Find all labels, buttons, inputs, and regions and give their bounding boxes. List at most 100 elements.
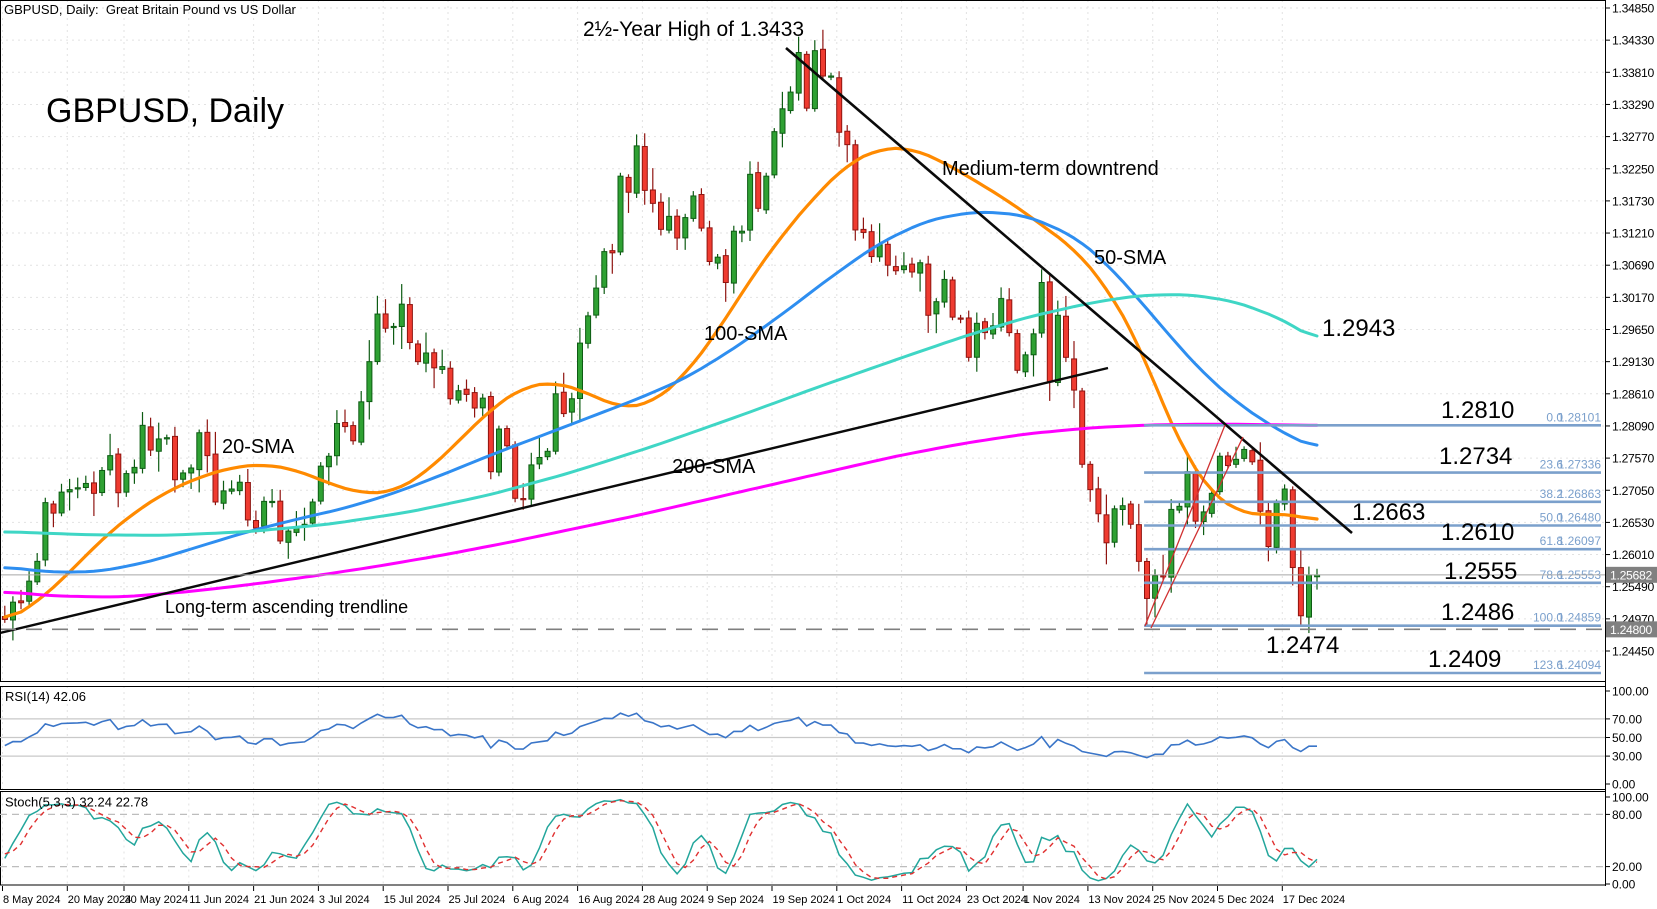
- fib-price-label: 1.24859: [1558, 611, 1602, 625]
- chart-title: GBPUSD, Daily: [46, 92, 285, 130]
- grid-lines: [0, 0, 1605, 885]
- dashed-level-label: 1.24800: [1610, 623, 1652, 637]
- stoch-axis-label: 0.00: [1612, 878, 1636, 892]
- fibonacci-retracement: 0.01.2810123.61.2733638.21.2686350.01.26…: [1144, 410, 1602, 675]
- fib-pct-label: 23.6: [1540, 458, 1564, 472]
- fib-guide-line: [1144, 424, 1226, 627]
- date-label: 19 Sep 2024: [773, 894, 835, 906]
- price-axis-label: 1.28090: [1612, 419, 1654, 433]
- annotation-label: 200-SMA: [672, 456, 756, 478]
- price-axis-label: 1.24450: [1612, 645, 1654, 659]
- price-axis-label: 1.31210: [1612, 227, 1654, 241]
- price-axis-label: 1.30690: [1612, 259, 1654, 273]
- fib-pct-label: 50.0: [1540, 510, 1564, 524]
- date-label: 28 Aug 2024: [643, 894, 705, 906]
- date-label: 6 Aug 2024: [513, 894, 569, 906]
- fib-price-label: 1.26480: [1558, 510, 1602, 524]
- key-price-label: 1.2409: [1428, 646, 1501, 673]
- key-price-label: 1.2734: [1439, 443, 1512, 470]
- date-label: 15 Jul 2024: [384, 894, 441, 906]
- fib-pct-label: 123.6: [1533, 658, 1563, 672]
- annotation-label: 50-SMA: [1094, 247, 1167, 269]
- fib-price-label: 1.26863: [1558, 487, 1602, 501]
- price-axis-label: 1.34850: [1612, 2, 1654, 16]
- key-price-label: 1.2610: [1441, 519, 1514, 546]
- fib-price-label: 1.26097: [1558, 534, 1602, 548]
- current-price-label: 1.25682: [1610, 568, 1652, 582]
- stoch-axis-label: 20.00: [1612, 860, 1642, 874]
- price-axis-label: 1.27570: [1612, 452, 1654, 466]
- price-axis-label: 1.33810: [1612, 66, 1654, 80]
- rsi-axis-label: 0.00: [1612, 778, 1636, 792]
- date-label: 20 May 2024: [68, 894, 132, 906]
- price-axis-label: 1.29130: [1612, 355, 1654, 369]
- trendlines: [0, 47, 1353, 635]
- rsi-axis-label: 50.00: [1612, 731, 1642, 745]
- stoch-k-line: [4, 798, 1318, 882]
- fib-price-label: 1.27336: [1558, 458, 1602, 472]
- annotation-label: 100-SMA: [704, 323, 788, 345]
- price-axis: 1.34850 1.34330 1.33810 1.33290 1.32770 1.322…: [1605, 0, 1657, 886]
- date-label: 5 Dec 2024: [1218, 894, 1274, 906]
- high-note-label: 2½-Year High of 1.3433: [583, 18, 804, 41]
- price-axis-label: 1.33290: [1612, 98, 1654, 112]
- sma-20-sma: [3, 146, 1319, 619]
- key-price-label: 1.2555: [1444, 558, 1517, 585]
- current-price-box: [1606, 566, 1657, 583]
- fib-guide-line: [1150, 436, 1244, 629]
- sma-200-sma: [3, 422, 1319, 599]
- fib-price-label: 1.24094: [1558, 658, 1602, 672]
- sma-50-sma: [3, 210, 1319, 574]
- price-axis-label: 1.30170: [1612, 291, 1654, 305]
- date-label: 17 Dec 2024: [1283, 894, 1345, 906]
- date-label: 1 Oct 2024: [837, 894, 891, 906]
- price-axis-label: 1.34330: [1612, 34, 1654, 48]
- price-axis-label: 1.27050: [1612, 484, 1654, 498]
- fib-price-label: 1.28101: [1558, 410, 1602, 424]
- key-price-label: 1.2810: [1441, 397, 1514, 424]
- date-label: 21 Jun 2024: [254, 894, 315, 906]
- key-price-label: 1.2943: [1322, 315, 1395, 342]
- date-label: 23 Oct 2024: [967, 894, 1027, 906]
- price-axis-label: 1.31730: [1612, 194, 1654, 208]
- price-axis-label: 1.32250: [1612, 162, 1654, 176]
- fib-pct-label: 0.0: [1546, 410, 1563, 424]
- fib-pct-label: 100.0: [1533, 611, 1563, 625]
- price-axis-label: 1.25490: [1612, 580, 1654, 594]
- sma-100-sma: [3, 293, 1319, 537]
- rsi-header-label: RSI(14) 42.06: [5, 689, 86, 704]
- date-label: 1 Nov 2024: [1024, 894, 1080, 906]
- sma-lines: [3, 146, 1319, 619]
- price-axis-label: 1.32770: [1612, 130, 1654, 144]
- key-price-label: 1.2663: [1352, 499, 1425, 526]
- date-label: 16 Aug 2024: [578, 894, 640, 906]
- rsi-axis-label: 70.00: [1612, 712, 1642, 726]
- date-label: 13 Nov 2024: [1088, 894, 1150, 906]
- dashed-level-box: [1606, 621, 1657, 638]
- price-axis-label: 1.26530: [1612, 516, 1654, 530]
- key-price-label: 1.2474: [1266, 632, 1339, 659]
- annotations: 2½-Year High of 1.3433 Medium-term downtr…: [165, 18, 1517, 673]
- stoch-d-line: [4, 799, 1318, 880]
- date-label: 11 Oct 2024: [902, 894, 961, 906]
- price-axis-label: 1.29650: [1612, 323, 1654, 337]
- trendline-long-term-ascending: [0, 366, 1109, 635]
- stoch-axis-label: 80.00: [1612, 808, 1642, 822]
- date-label: 30 May 2024: [125, 894, 189, 906]
- date-label: 3 Jul 2024: [319, 894, 370, 906]
- stochastic-panel: 100.00 80.00 20.00 0.00 Stoch(5,3,3) 32.24 2…: [0, 791, 1649, 892]
- date-label: 25 Nov 2024: [1153, 894, 1215, 906]
- fib-pct-label: 38.2: [1540, 487, 1564, 501]
- rsi-line: [4, 712, 1317, 759]
- rsi-panel: 100.00 70.00 50.00 30.00 0.00 RSI(14) 42.06: [0, 685, 1649, 792]
- annotation-label: Long-term ascending trendline: [165, 597, 408, 617]
- date-label: 8 May 2024: [3, 894, 60, 906]
- annotation-label: 20-SMA: [222, 436, 295, 458]
- price-axis-label: 1.28610: [1612, 387, 1654, 401]
- key-price-label: 1.2486: [1441, 599, 1514, 626]
- trendline-medium-term-downtrend: [785, 47, 1353, 534]
- price-axis-label: 1.26010: [1612, 548, 1654, 562]
